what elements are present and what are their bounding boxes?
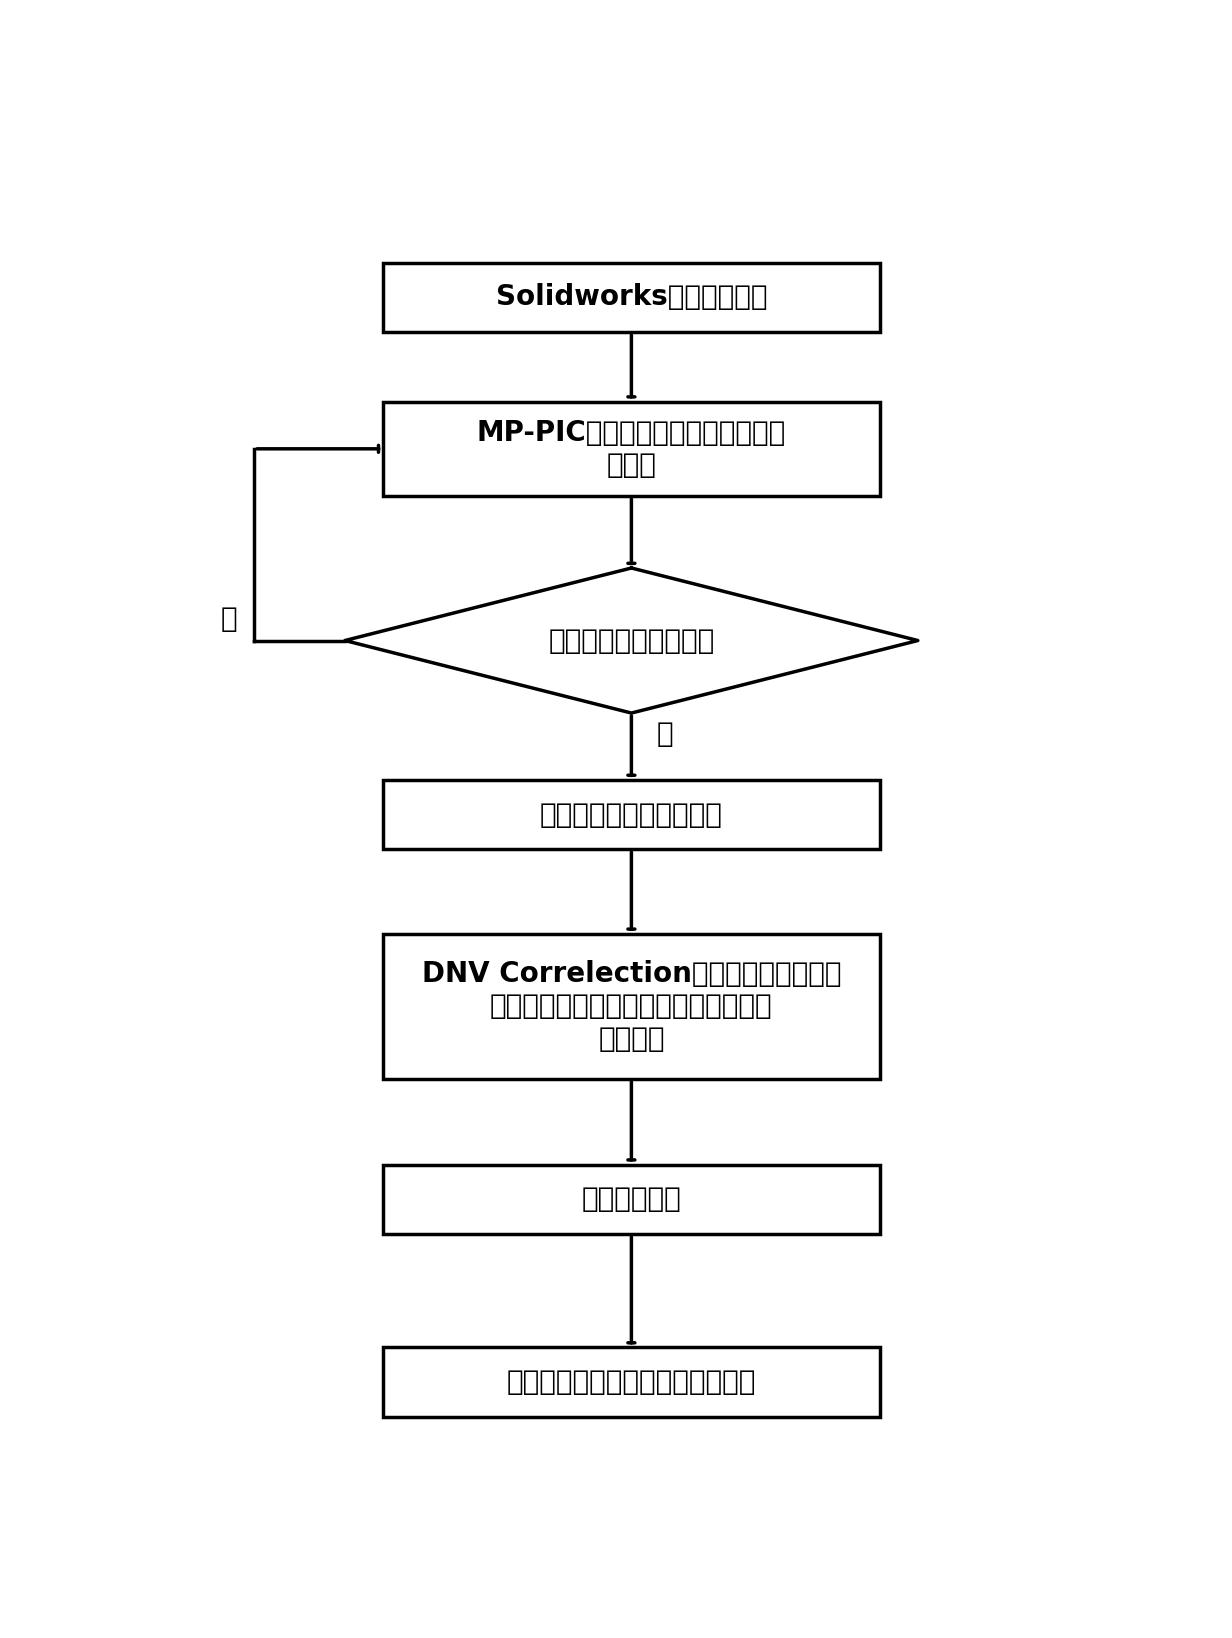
Bar [383,262,880,333]
Text: 神经网络训练: 神经网络训练 [582,1186,681,1214]
Text: MP-PIC划分网格、初始化流场及边
界条件: MP-PIC划分网格、初始化流场及边 界条件 [477,419,786,478]
Bar [383,780,880,848]
Text: 得到磨损速率模型，预测磨损速率: 得到磨损速率模型，预测磨损速率 [506,1368,756,1396]
Text: 是: 是 [657,719,673,749]
Text: Solidworks构建几何模型: Solidworks构建几何模型 [495,283,768,311]
Polygon shape [345,568,918,713]
Bar [383,1165,880,1233]
Text: 输出额粒速度与冲蛀角度: 输出额粒速度与冲蛀角度 [540,801,723,829]
Text: DNV Correlection磨损模型，获得基础
数据（包括，炉膛温度、炉膛压力、磨
损速率）: DNV Correlection磨损模型，获得基础 数据（包括，炉膛温度、炉膛压… [421,960,841,1053]
Bar [383,1348,880,1417]
Bar [383,401,880,496]
Text: 否: 否 [221,604,237,632]
Bar [383,934,880,1079]
Text: 全流程满足收敛标准？: 全流程满足收敛标准？ [548,626,715,655]
